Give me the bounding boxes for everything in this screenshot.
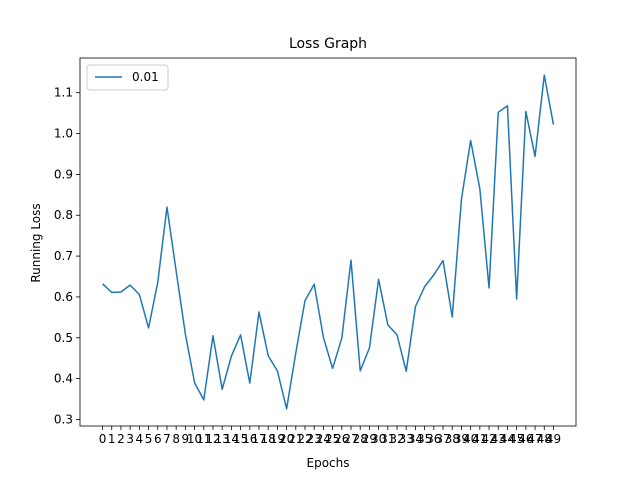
x-tick-label: 12 xyxy=(205,432,220,446)
x-tick-label: 14 xyxy=(224,432,239,446)
x-tick-label: 1 xyxy=(108,432,116,446)
x-tick-label: 34 xyxy=(408,432,423,446)
x-tick-label: 4 xyxy=(136,432,144,446)
x-tick-label: 41 xyxy=(472,432,487,446)
x-tick-label: 20 xyxy=(279,432,294,446)
x-tick-label: 5 xyxy=(145,432,153,446)
x-tick-label: 25 xyxy=(325,432,340,446)
x-tick-label: 49 xyxy=(546,432,561,446)
x-tick-label: 8 xyxy=(172,432,180,446)
x-tick-label: 31 xyxy=(380,432,395,446)
x-tick-label: 38 xyxy=(445,432,460,446)
y-tick-label: 0.5 xyxy=(54,331,73,345)
x-tick-label: 39 xyxy=(454,432,469,446)
x-tick-label: 42 xyxy=(481,432,496,446)
x-tick-label: 35 xyxy=(417,432,432,446)
x-tick-label: 26 xyxy=(334,432,349,446)
x-tick-label: 18 xyxy=(261,432,276,446)
legend: 0.01 xyxy=(86,64,169,91)
x-tick-label: 2 xyxy=(117,432,125,446)
y-tick-label: 0.4 xyxy=(54,372,73,386)
x-tick-label: 48 xyxy=(537,432,552,446)
legend-box xyxy=(86,64,169,91)
x-tick-label: 27 xyxy=(343,432,358,446)
x-tick-label: 37 xyxy=(435,432,450,446)
y-tick-label: 0.9 xyxy=(54,167,73,181)
plot-area: 0 1 2 3 4 5 6 7 8 9101112131415161718192021222324… xyxy=(54,57,577,446)
y-tick-label: 0.8 xyxy=(54,208,73,222)
x-tick-label: 11 xyxy=(196,432,211,446)
x-tick-label: 15 xyxy=(233,432,248,446)
x-tick-label: 23 xyxy=(307,432,322,446)
x-axis-label: Epochs xyxy=(307,456,350,470)
x-tick-label: 19 xyxy=(270,432,285,446)
x-tick-label: 45 xyxy=(509,432,524,446)
x-tick-label: 33 xyxy=(399,432,414,446)
x-tick-label: 47 xyxy=(527,432,542,446)
x-tick-label: 22 xyxy=(297,432,312,446)
x-tick-label: 9 xyxy=(182,432,190,446)
x-tick-label: 36 xyxy=(426,432,441,446)
plot-frame xyxy=(79,57,577,427)
y-axis-label: Running Loss xyxy=(29,203,43,282)
x-tick-label: 32 xyxy=(389,432,404,446)
y-tick-label: 1.0 xyxy=(54,127,73,141)
x-tick-label: 43 xyxy=(491,432,506,446)
x-tick-label: 46 xyxy=(518,432,533,446)
x-tick-label: 3 xyxy=(126,432,134,446)
x-tick-label: 21 xyxy=(288,432,303,446)
y-tick-label: 0.7 xyxy=(54,249,73,263)
x-tick-label: 13 xyxy=(215,432,230,446)
x-tick-label: 44 xyxy=(500,432,515,446)
y-tick-label: 1.1 xyxy=(54,86,73,100)
series-line-0 xyxy=(102,74,555,410)
x-tick-label: 30 xyxy=(371,432,386,446)
x-tick-label: 16 xyxy=(242,432,257,446)
y-tick-label: 0.6 xyxy=(54,290,73,304)
x-tick-label: 17 xyxy=(251,432,266,446)
x-tick-label: 10 xyxy=(187,432,202,446)
chart-title: Loss Graph xyxy=(289,36,367,52)
x-tick-label: 0 xyxy=(99,432,107,446)
y-tick-label: 0.3 xyxy=(54,412,73,426)
x-tick-label: 29 xyxy=(362,432,377,446)
legend-label: 0.01 xyxy=(132,70,159,84)
x-tick-label: 40 xyxy=(463,432,478,446)
x-tick-label: 24 xyxy=(316,432,331,446)
x-tick-label: 6 xyxy=(154,432,162,446)
x-tick-label: 7 xyxy=(163,432,171,446)
x-tick-label: 28 xyxy=(353,432,368,446)
